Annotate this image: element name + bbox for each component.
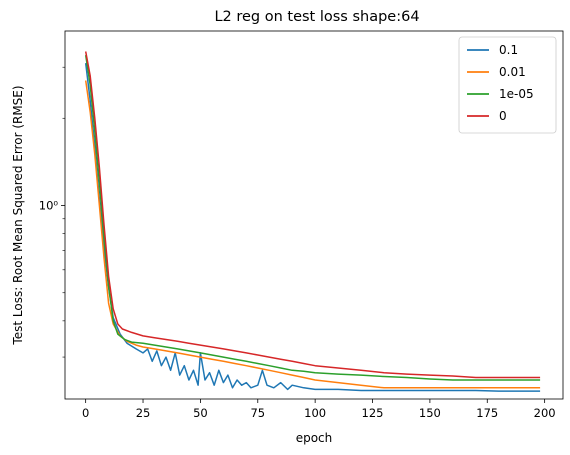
x-tick-label: 125 — [362, 406, 384, 420]
x-tick-label: 150 — [419, 406, 441, 420]
series-lines — [84, 51, 541, 392]
x-axis-label: epoch — [296, 431, 333, 445]
x-tick-label: 75 — [250, 406, 265, 420]
y-axis: 10⁰ — [39, 66, 65, 358]
legend-box — [458, 36, 557, 134]
legend-label: 0.1 — [499, 43, 518, 57]
x-axis: 0 25 50 75 100 125 150 175 200 — [82, 399, 556, 420]
y-tick-label: 10⁰ — [39, 199, 59, 213]
legend-label: 1e-05 — [499, 87, 534, 101]
x-tick-label: 200 — [534, 406, 556, 420]
legend-label: 0 — [499, 109, 507, 123]
x-tick-label: 0 — [82, 406, 89, 420]
legend: 0.1 0.01 1e-05 0 — [458, 36, 557, 134]
series-line-0 — [84, 51, 541, 379]
plot-frame — [64, 30, 564, 400]
chart-title: L2 reg on test loss shape:64 — [214, 9, 419, 25]
x-tick-label: 25 — [136, 406, 151, 420]
x-tick-label: 100 — [304, 406, 326, 420]
x-tick-label: 175 — [476, 406, 498, 420]
series-line-0-1 — [84, 63, 541, 392]
y-axis-label: Test Loss: Root Mean Squared Error (RMSE… — [11, 85, 25, 345]
x-tick-label: 50 — [193, 406, 208, 420]
legend-label: 0.01 — [499, 65, 526, 79]
series-line-1e-05 — [84, 55, 541, 381]
